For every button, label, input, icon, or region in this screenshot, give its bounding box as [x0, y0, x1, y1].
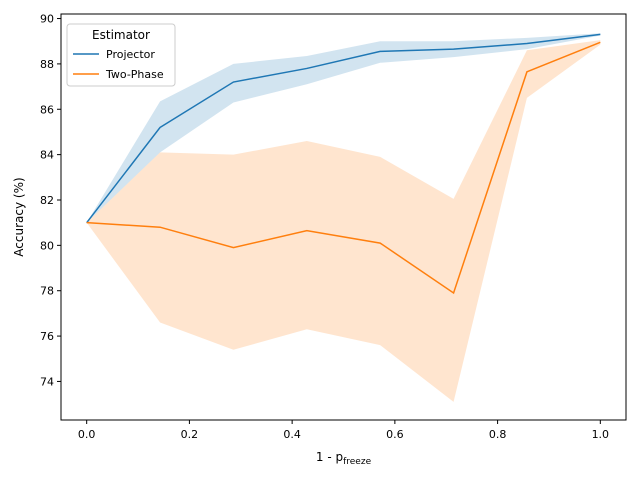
- y-tick-label: 80: [40, 239, 54, 252]
- y-axis-label: Accuracy (%): [12, 177, 26, 256]
- confidence-band-projector: [86, 33, 601, 223]
- x-axis-label: 1 - pfreeze: [316, 450, 372, 467]
- x-tick-label: 0.2: [181, 428, 199, 441]
- x-tick-label: 0.4: [283, 428, 301, 441]
- confidence-bands: [86, 33, 601, 402]
- x-tick-label: 0.6: [386, 428, 404, 441]
- y-tick-label: 84: [40, 149, 54, 162]
- legend-title: Estimator: [92, 28, 150, 42]
- legend-label-two-phase: Two-Phase: [105, 68, 164, 81]
- legend-items: Projector Two-Phase: [73, 48, 164, 81]
- series-lines: [86, 33, 601, 295]
- legend-label-projector: Projector: [106, 48, 155, 61]
- series-line-projector: [86, 33, 601, 224]
- legend: Estimator Projector Two-Phase: [66, 23, 176, 87]
- y-tick-label: 74: [40, 375, 54, 388]
- x-tick-label: 0.8: [489, 428, 507, 441]
- x-axis-label-main: 1 - p: [316, 450, 343, 464]
- y-tick-label: 78: [40, 285, 54, 298]
- x-axis-label-subscript: freeze: [343, 457, 371, 467]
- y-tick-label: 90: [40, 13, 54, 26]
- plot-frame: [60, 13, 627, 421]
- confidence-band-two-phase: [86, 40, 601, 402]
- x-tick-label: 1.0: [592, 428, 610, 441]
- y-tick-label: 88: [40, 58, 54, 71]
- y-tick-label: 86: [40, 103, 54, 116]
- y-axis: 74 76 78 80 82 84 86 88 90: [40, 13, 61, 388]
- x-tick-label: 0.0: [78, 428, 96, 441]
- series-line-two-phase: [86, 41, 601, 295]
- legend-box: [66, 23, 176, 87]
- y-tick-label: 76: [40, 330, 54, 343]
- y-tick-label: 82: [40, 194, 54, 207]
- x-axis: 0.0 0.2 0.4 0.6 0.8 1.0: [78, 420, 609, 441]
